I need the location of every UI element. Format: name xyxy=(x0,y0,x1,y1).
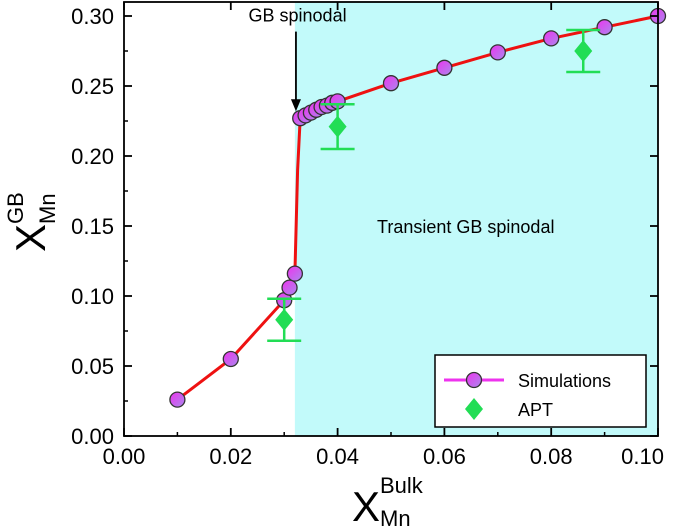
annotation-transient-gb-spinodal: Transient GB spinodal xyxy=(377,217,554,237)
annotation-arrow-head xyxy=(290,99,301,112)
x-axis-title: X Bulk Mn xyxy=(352,473,424,528)
y-axis-title: XGB Mn xyxy=(3,192,60,252)
apt-point xyxy=(574,40,593,62)
simulations-point xyxy=(169,391,186,408)
y-axis-title-main: X xyxy=(7,224,54,252)
y-tick-label: 0.25 xyxy=(71,74,114,99)
x-tick-label: 0.08 xyxy=(530,444,573,469)
legend-label-simulations: Simulations xyxy=(518,371,611,391)
y-tick-label: 0.05 xyxy=(71,354,114,379)
x-axis-title-sup: Bulk xyxy=(380,473,424,498)
simulations-point xyxy=(543,30,560,47)
annotation-gb-spinodal: GB spinodal xyxy=(249,6,347,26)
simulations-point xyxy=(382,75,400,92)
x-axis-title-main: X xyxy=(352,483,380,528)
y-axis-title-sub: Mn xyxy=(35,193,60,224)
simulations-point xyxy=(222,350,239,368)
x-axis-title-sub: Mn xyxy=(380,506,411,528)
apt-point xyxy=(275,308,294,331)
y-tick-label: 0.00 xyxy=(71,424,114,449)
simulations-point xyxy=(436,59,453,76)
simulations-point xyxy=(286,265,304,282)
simulations-point xyxy=(281,279,298,296)
apt-point xyxy=(328,115,347,138)
y-tick-label: 0.30 xyxy=(71,4,114,29)
simulations-point xyxy=(489,44,506,61)
simulations-point xyxy=(596,19,613,36)
x-tick-label: 0.10 xyxy=(621,444,664,469)
x-tick-label: 0.02 xyxy=(209,444,252,469)
x-tick-label: 0.00 xyxy=(103,444,146,469)
y-tick-label: 0.10 xyxy=(71,284,114,309)
x-tick-label: 0.06 xyxy=(423,444,466,469)
legend: Simulations APT xyxy=(434,354,647,428)
y-axis-title-sup: GB xyxy=(3,192,28,224)
legend-marker-simulations xyxy=(465,371,483,389)
y-tick-label: 0.20 xyxy=(71,144,114,169)
legend-label-apt: APT xyxy=(518,400,553,420)
y-tick-label: 0.15 xyxy=(71,214,114,239)
x-tick-label: 0.04 xyxy=(316,444,359,469)
legend-marker-apt xyxy=(465,398,483,420)
